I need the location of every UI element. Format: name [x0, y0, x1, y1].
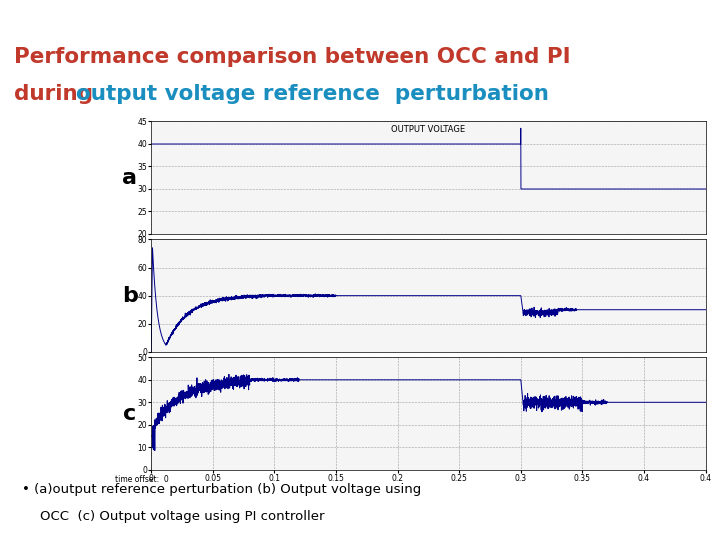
Text: OCC  (c) Output voltage using PI controller: OCC (c) Output voltage using PI controll… — [40, 510, 324, 523]
Text: Dept. of EEE, GEC, Thrissur: Dept. of EEE, GEC, Thrissur — [289, 11, 431, 21]
Text: output voltage reference  perturbation: output voltage reference perturbation — [76, 84, 549, 105]
Text: time offset:  0: time offset: 0 — [115, 475, 169, 484]
Text: • (a)output reference perturbation (b) Output voltage using: • (a)output reference perturbation (b) O… — [22, 483, 421, 496]
Text: OUTPUT VOLTAGE: OUTPUT VOLTAGE — [392, 125, 465, 134]
Text: a: a — [122, 168, 137, 188]
Text: during: during — [14, 84, 101, 105]
Text: Performance comparison between OCC and PI: Performance comparison between OCC and P… — [14, 46, 571, 67]
Text: c: c — [123, 403, 136, 423]
Text: b: b — [122, 286, 138, 306]
Text: 42: 42 — [678, 9, 698, 23]
